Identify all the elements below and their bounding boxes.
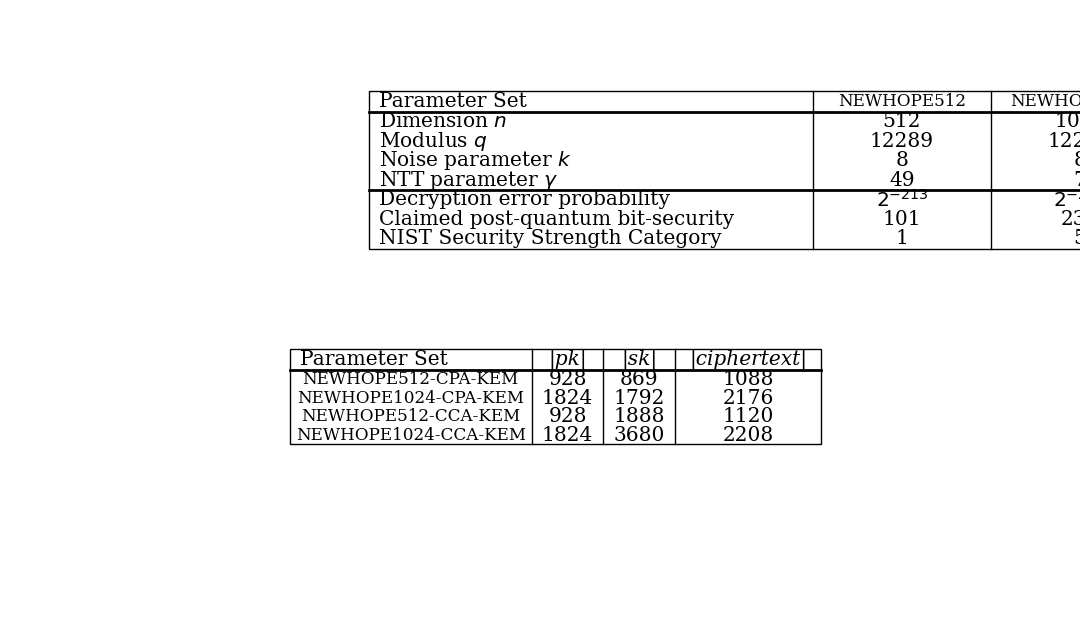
Text: 1024: 1024 <box>1054 112 1080 131</box>
Text: 928: 928 <box>549 407 586 426</box>
Text: 928: 928 <box>549 370 586 389</box>
Text: 1120: 1120 <box>723 407 774 426</box>
Text: 101: 101 <box>882 210 921 229</box>
Text: 2176: 2176 <box>723 389 774 408</box>
Text: 12289: 12289 <box>869 132 934 151</box>
Text: 1792: 1792 <box>613 389 665 408</box>
Text: 1088: 1088 <box>723 370 774 389</box>
Text: 1888: 1888 <box>613 407 665 426</box>
Text: 49: 49 <box>889 171 915 190</box>
Text: NIST Security Strength Category: NIST Security Strength Category <box>379 229 723 248</box>
Text: Modulus $q$: Modulus $q$ <box>379 130 488 153</box>
Text: |pk|: |pk| <box>549 349 586 370</box>
Text: 512: 512 <box>882 112 921 131</box>
Text: Claimed post-quantum bit-security: Claimed post-quantum bit-security <box>379 210 734 229</box>
Text: NEWHOPE512-CPA-KEM: NEWHOPE512-CPA-KEM <box>302 371 518 388</box>
Text: 7: 7 <box>1074 171 1080 190</box>
Text: Noise parameter $k$: Noise parameter $k$ <box>379 149 572 172</box>
Text: 8: 8 <box>1074 151 1080 170</box>
Text: NEWHOPE1024: NEWHOPE1024 <box>1011 93 1080 110</box>
Text: 1: 1 <box>895 229 908 248</box>
Text: 1824: 1824 <box>542 389 593 408</box>
Text: |sk|: |sk| <box>621 349 658 370</box>
Text: Parameter Set: Parameter Set <box>300 350 448 369</box>
Text: NEWHOPE512: NEWHOPE512 <box>838 93 966 110</box>
Text: 869: 869 <box>620 370 659 389</box>
Text: NEWHOPE1024-CCA-KEM: NEWHOPE1024-CCA-KEM <box>296 427 526 444</box>
Text: Parameter Set: Parameter Set <box>379 92 527 111</box>
Text: $2^{-213}$: $2^{-213}$ <box>876 189 928 211</box>
Text: 12289: 12289 <box>1048 132 1080 151</box>
Text: 233: 233 <box>1061 210 1080 229</box>
Text: 8: 8 <box>895 151 908 170</box>
Text: 5: 5 <box>1074 229 1080 248</box>
Text: NEWHOPE512-CCA-KEM: NEWHOPE512-CCA-KEM <box>301 408 521 425</box>
Text: Dimension $n$: Dimension $n$ <box>379 112 508 131</box>
Bar <box>289 349 822 444</box>
Text: 1824: 1824 <box>542 425 593 444</box>
Text: $2^{-216}$: $2^{-216}$ <box>1053 189 1080 211</box>
Text: |ciphertext|: |ciphertext| <box>689 349 807 370</box>
Text: 3680: 3680 <box>613 425 665 444</box>
Text: NTT parameter $\gamma$: NTT parameter $\gamma$ <box>379 169 558 192</box>
Text: Decryption error probability: Decryption error probability <box>379 191 671 210</box>
Bar <box>369 91 1080 249</box>
Text: 2208: 2208 <box>723 425 774 444</box>
Text: NEWHOPE1024-CPA-KEM: NEWHOPE1024-CPA-KEM <box>297 390 524 406</box>
